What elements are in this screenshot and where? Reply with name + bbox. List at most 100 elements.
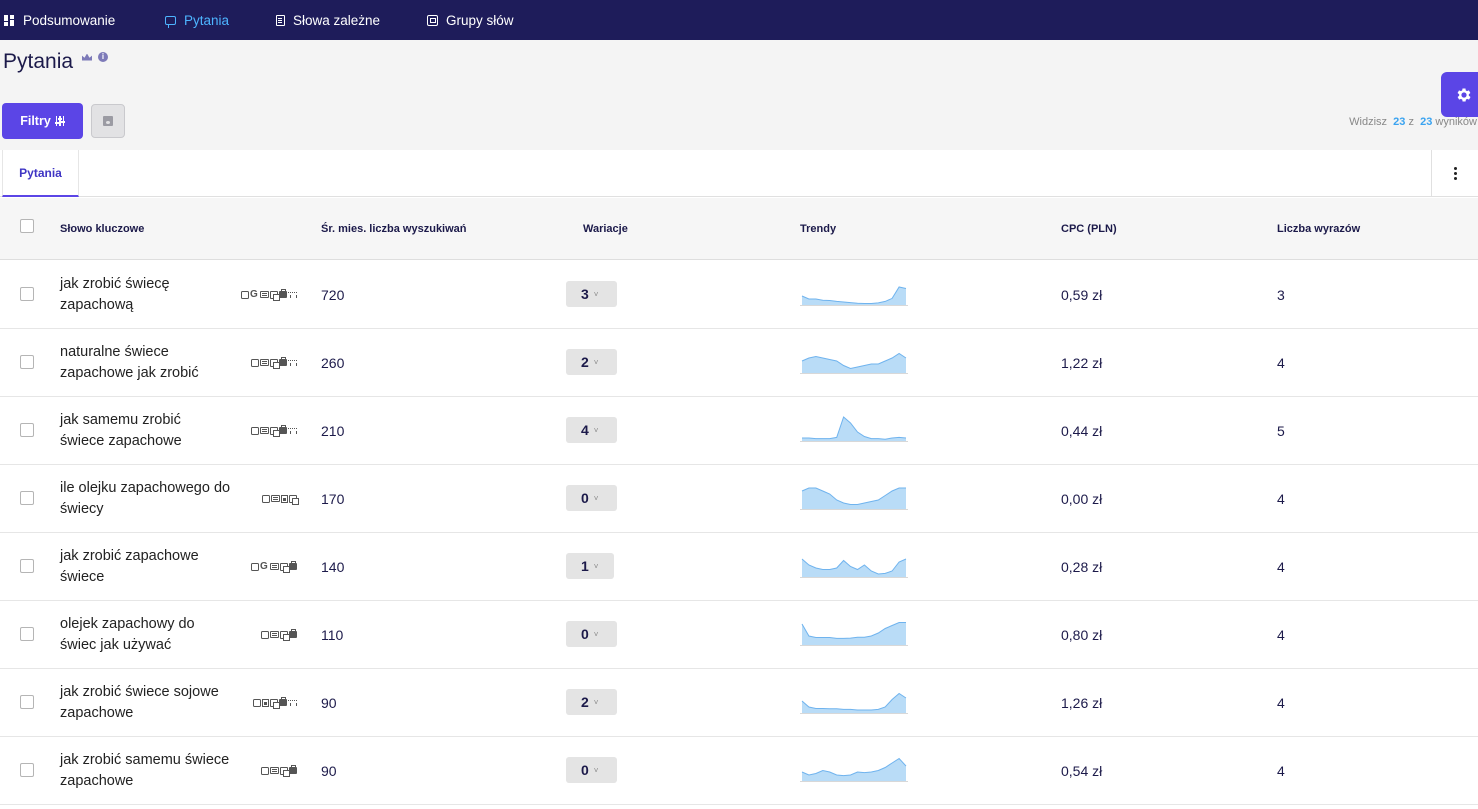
snippet-icon[interactable] [260,427,269,434]
keyword-line: jak samemu zrobić [60,412,181,428]
copy-icon[interactable] [280,766,290,777]
copy-icon[interactable] [270,426,280,437]
table-row[interactable]: jak zrobić samemu świece zapachowe 90 0 ˅ 0,5… [0,737,1478,805]
words-cell: 5 [1277,422,1285,439]
nav-label: Pytania [184,12,230,28]
trend-line [801,622,906,639]
file-icon[interactable] [281,494,288,503]
question-icon[interactable] [253,698,261,707]
table-row[interactable]: jak zrobić zapachoweświece1401˅0,28 zł4 [0,533,1478,601]
snippet-icon[interactable] [260,291,269,298]
nav-item-grupy-slow[interactable]: Grupy słów [427,0,514,40]
snippet-icon[interactable] [270,767,279,774]
ads-icon[interactable] [288,699,297,706]
shopping-icon[interactable] [289,629,297,638]
variations-dropdown[interactable]: 0 ˅ [566,485,617,511]
keyword-line: zapachowe jak zrobić [60,364,199,381]
question-icon[interactable] [251,562,259,571]
table-row[interactable]: jak zrobić świece sojowe zapachowe 90 2 ˅ 1,2… [0,669,1478,737]
column-trends: Trendy [800,223,837,235]
variations-dropdown[interactable]: 3 ˅ [566,281,617,307]
shopping-icon[interactable] [279,357,287,366]
copy-icon[interactable] [289,494,299,505]
table-row[interactable]: ile olejku zapachowego do świecy 170 0 ˅ 0,00… [0,465,1478,533]
table-row[interactable]: jak zrobić świecęzapachową7203˅0,59 zł3 [0,261,1478,329]
shopping-icon[interactable] [279,289,287,298]
shopping-icon[interactable] [289,561,297,570]
question-icon[interactable] [251,358,259,367]
column-variations[interactable]: Wariacje [583,223,628,235]
row-checkbox[interactable] [20,355,34,369]
file-icon[interactable] [262,698,269,707]
copy-icon[interactable] [280,562,290,573]
copy-icon[interactable] [280,630,290,641]
crown-icon [82,53,92,61]
trend-sparkline [800,622,908,646]
keyword-line: jak zrobić samemu świece [60,752,230,768]
select-all-checkbox[interactable] [20,219,34,233]
column-keyword[interactable]: Słowo kluczowe [60,223,145,235]
copy-icon[interactable] [270,358,280,369]
kebab-icon [1453,167,1457,180]
keyword-line: świec jak używać [60,636,172,653]
nav-item-pytania[interactable]: Pytania [165,0,229,40]
trend-sparkline [800,416,908,442]
column-cpc[interactable]: CPC (PLN) [1061,223,1117,235]
snippet-icon[interactable] [270,631,279,638]
variations-dropdown[interactable]: 0 ˅ [566,757,617,783]
question-icon[interactable] [261,630,269,639]
settings-button[interactable] [1441,72,1478,117]
variations-count: 3 [581,286,589,302]
shopping-icon[interactable] [279,697,287,706]
tab-pytania[interactable]: Pytania [2,150,79,197]
ads-icon[interactable] [288,291,297,298]
column-volume[interactable]: Śr. mies. liczba wyszukiwań [321,223,467,235]
google-icon[interactable] [250,290,259,299]
column-words[interactable]: Liczba wyrazów [1277,223,1361,235]
row-checkbox[interactable] [20,695,34,709]
copy-icon[interactable] [270,698,280,709]
row-checkbox[interactable] [20,491,34,505]
filters-button[interactable]: Filtry [2,103,83,139]
chevron-down-icon: ˅ [593,425,599,435]
nav-item-podsumowanie[interactable]: Podsumowanie [4,0,115,40]
google-icon[interactable] [260,562,269,571]
snippet-icon[interactable] [270,563,279,570]
snippet-icon[interactable] [271,495,280,502]
table-row[interactable]: naturalne świece zapachowe jak zrobić 260 2… [0,329,1478,397]
table-row[interactable]: olejek zapachowy do świec jak używać 110 0 ˅… [0,601,1478,669]
row-checkbox[interactable] [20,423,34,437]
variations-dropdown[interactable]: 4 ˅ [566,417,617,443]
variations-dropdown[interactable]: 1 ˅ [566,553,614,579]
nav-item-slowa-zalezne[interactable]: Słowa zależne [276,0,380,40]
shopping-icon[interactable] [289,765,297,774]
row-checkbox[interactable] [20,287,34,301]
tab-bar: Pytania [0,150,1478,197]
row-checkbox[interactable] [20,627,34,641]
cpc-cell: 0,54 zł [1061,762,1103,779]
snippet-icon[interactable] [260,359,269,366]
more-options-button[interactable] [1431,150,1478,197]
variations-dropdown[interactable]: 2 ˅ [566,349,617,375]
variations-dropdown[interactable]: 0 ˅ [566,621,617,647]
keyword-cell: jak zrobić samemu świece zapachowe [60,737,235,804]
row-checkbox[interactable] [20,763,34,777]
variations-dropdown[interactable]: 2 ˅ [566,689,617,715]
shopping-icon[interactable] [279,425,287,434]
table-row[interactable]: jak samemu zrobić świece zapachowe 210 4 ˅ 0,… [0,397,1478,465]
save-button[interactable] [91,104,125,138]
ads-icon[interactable] [288,427,297,434]
page-title: Pytania [3,50,74,73]
trend-sparkline [800,692,908,714]
trend-area [802,758,906,781]
info-icon[interactable]: i [98,52,108,62]
question-icon[interactable] [262,494,270,503]
question-icon[interactable] [241,290,249,299]
copy-icon[interactable] [270,290,280,301]
question-icon[interactable] [251,426,259,435]
question-icon[interactable] [261,766,269,775]
row-checkbox[interactable] [20,559,34,573]
serp-features [261,601,297,668]
ads-icon[interactable] [288,359,297,366]
volume-cell: 260 [321,354,345,371]
